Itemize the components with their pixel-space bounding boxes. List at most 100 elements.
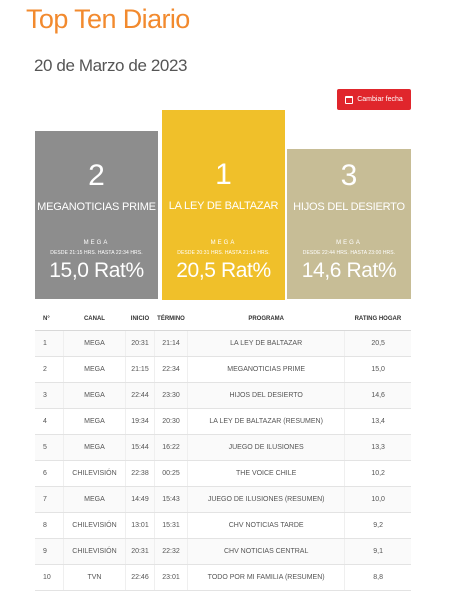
podium-hours: DESDE 21:15 HRS. HASTA 22:34 HRS. <box>50 250 143 256</box>
cell-channel: MEGA <box>63 408 127 435</box>
table-row: 2 MEGA 21:15 22:34 MEGANOTICIAS PRIME 15,0 <box>35 356 411 383</box>
table-row: 3 MEGA 22:44 23:30 HIJOS DEL DESIERTO 14,6 <box>35 382 411 409</box>
cell-channel: MEGA <box>63 486 127 513</box>
calendar-icon <box>345 95 354 104</box>
podium-program: LA LEY DE BALTAZAR <box>168 200 279 212</box>
table-row: 9 CHILEVISIÓN 20:31 22:32 CHV NOTICIAS CENTR… <box>35 538 411 565</box>
table-row: 4 MEGA 19:34 20:30 LA LEY DE BALTAZAR (RESUM… <box>35 408 411 435</box>
cell-number: 3 <box>35 382 64 409</box>
table-row: 10 TVN 22:46 23:01 TODO POR MI FAMILIA (RESU… <box>35 564 411 591</box>
cell-rating: 20,5 <box>344 330 411 357</box>
table-row: 7 MEGA 14:49 15:43 JUEGO DE ILUSIONES (RESUM… <box>35 486 411 513</box>
cell-channel: MEGA <box>63 434 127 461</box>
cell-start: 15:44 <box>125 434 155 461</box>
header-channel: CANAL <box>63 307 126 331</box>
cell-program: LA LEY DE BALTAZAR (RESUMEN) <box>187 408 346 435</box>
header-end: TÉRMINO <box>154 307 188 331</box>
cell-start: 22:44 <box>125 382 155 409</box>
podium-card-3: 3 HIJOS DEL DESIERTO MEGA DESDE 22:44 HR… <box>287 149 411 299</box>
cell-number: 9 <box>35 538 64 565</box>
table-row: 5 MEGA 15:44 16:22 JUEGO DE ILUSIONES 13,3 <box>35 434 411 461</box>
cell-end: 15:43 <box>154 486 189 513</box>
cell-program: LA LEY DE BALTAZAR <box>187 330 346 357</box>
cell-start: 20:31 <box>125 330 155 357</box>
table-row: 6 CHILEVISIÓN 22:38 00:25 THE VOICE CHILE 10,… <box>35 460 411 487</box>
cell-program: THE VOICE CHILE <box>187 460 346 487</box>
podium-rating: 15,0 Rat% <box>49 259 144 282</box>
cell-channel: TVN <box>63 564 127 591</box>
podium-hours: DESDE 22:44 HRS. HASTA 23:00 HRS. <box>302 250 396 256</box>
cell-end: 22:34 <box>154 356 189 383</box>
cell-end: 21:14 <box>154 330 189 357</box>
cell-program: TODO POR MI FAMILIA (RESUMEN) <box>187 564 346 591</box>
cell-rating: 10,0 <box>344 486 411 513</box>
table-row: 1 MEGA 20:31 21:14 LA LEY DE BALTAZAR 20,5 <box>35 330 411 357</box>
cell-end: 16:22 <box>154 434 189 461</box>
page-title: Top Ten Diario <box>26 4 190 34</box>
cell-program: JUEGO DE ILUSIONES <box>187 434 346 461</box>
cell-program: HIJOS DEL DESIERTO <box>187 382 346 409</box>
table-header-row: N° CANAL INICIO TÉRMINO PROGRAMA RATING … <box>35 307 411 331</box>
cell-channel: CHILEVISIÓN <box>63 538 127 565</box>
change-date-label: Cambiar fecha <box>357 96 403 103</box>
cell-number: 2 <box>35 356 64 383</box>
podium-channel: MEGA <box>83 240 110 246</box>
cell-number: 1 <box>35 330 64 357</box>
cell-rating: 13,4 <box>344 408 411 435</box>
cell-start: 19:34 <box>125 408 155 435</box>
header-program: PROGRAMA <box>187 307 345 331</box>
cell-channel: CHILEVISIÓN <box>63 512 127 539</box>
podium-rank: 2 <box>88 159 105 192</box>
cell-rating: 15,0 <box>344 356 411 383</box>
header-number: N° <box>35 307 64 331</box>
date-heading: 20 de Marzo de 2023 <box>34 56 188 75</box>
cell-start: 20:31 <box>125 538 155 565</box>
cell-rating: 9,2 <box>344 512 411 539</box>
podium-channel: MEGA <box>336 240 362 246</box>
cell-program: MEGANOTICIAS PRIME <box>187 356 346 383</box>
cell-number: 8 <box>35 512 64 539</box>
cell-program: CHV NOTICIAS TARDE <box>187 512 346 539</box>
cell-rating: 14,6 <box>344 382 411 409</box>
podium-rank: 1 <box>215 158 232 191</box>
cell-end: 22:32 <box>154 538 189 565</box>
cell-end: 23:01 <box>154 564 189 591</box>
table-row: 8 CHILEVISIÓN 13:01 15:31 CHV NOTICIAS TARDE… <box>35 512 411 539</box>
cell-rating: 8,8 <box>344 564 411 591</box>
change-date-button[interactable]: Cambiar fecha <box>337 89 411 110</box>
cell-end: 23:30 <box>154 382 189 409</box>
podium-card-2: 2 MEGANOTICIAS PRIME MEGA DESDE 21:15 HR… <box>35 131 158 299</box>
ratings-table: N° CANAL INICIO TÉRMINO PROGRAMA RATING … <box>35 307 411 591</box>
cell-rating: 13,3 <box>344 434 411 461</box>
cell-start: 22:46 <box>125 564 155 591</box>
cell-start: 21:15 <box>125 356 155 383</box>
cell-number: 7 <box>35 486 64 513</box>
cell-number: 6 <box>35 460 64 487</box>
cell-program: CHV NOTICIAS CENTRAL <box>187 538 346 565</box>
podium-program: HIJOS DEL DESIERTO <box>293 201 405 213</box>
cell-channel: MEGA <box>63 382 127 409</box>
cell-rating: 9,1 <box>344 538 411 565</box>
podium-rating: 14,6 Rat% <box>301 259 397 282</box>
cell-end: 20:30 <box>154 408 189 435</box>
cell-end: 00:25 <box>154 460 189 487</box>
podium-hours: DESDE 20:31 HRS. HASTA 21:14 HRS. <box>177 250 270 256</box>
podium-rank: 3 <box>340 159 358 192</box>
cell-channel: MEGA <box>63 356 127 383</box>
cell-start: 14:49 <box>125 486 155 513</box>
cell-start: 22:38 <box>125 460 155 487</box>
podium-rating: 20,5 Rat% <box>176 259 271 282</box>
cell-rating: 10,2 <box>344 460 411 487</box>
cell-start: 13:01 <box>125 512 155 539</box>
cell-number: 4 <box>35 408 64 435</box>
cell-number: 5 <box>35 434 64 461</box>
podium-card-1: 1 LA LEY DE BALTAZAR MEGA DESDE 20:31 HR… <box>162 110 285 300</box>
cell-program: JUEGO DE ILUSIONES (RESUMEN) <box>187 486 346 513</box>
podium-channel: MEGA <box>210 240 237 246</box>
header-start: INICIO <box>125 307 155 331</box>
cell-number: 10 <box>35 564 64 591</box>
cell-channel: MEGA <box>63 330 127 357</box>
podium-program: MEGANOTICIAS PRIME <box>37 201 156 213</box>
header-rating: RATING HOGAR <box>344 307 411 331</box>
cell-end: 15:31 <box>154 512 189 539</box>
